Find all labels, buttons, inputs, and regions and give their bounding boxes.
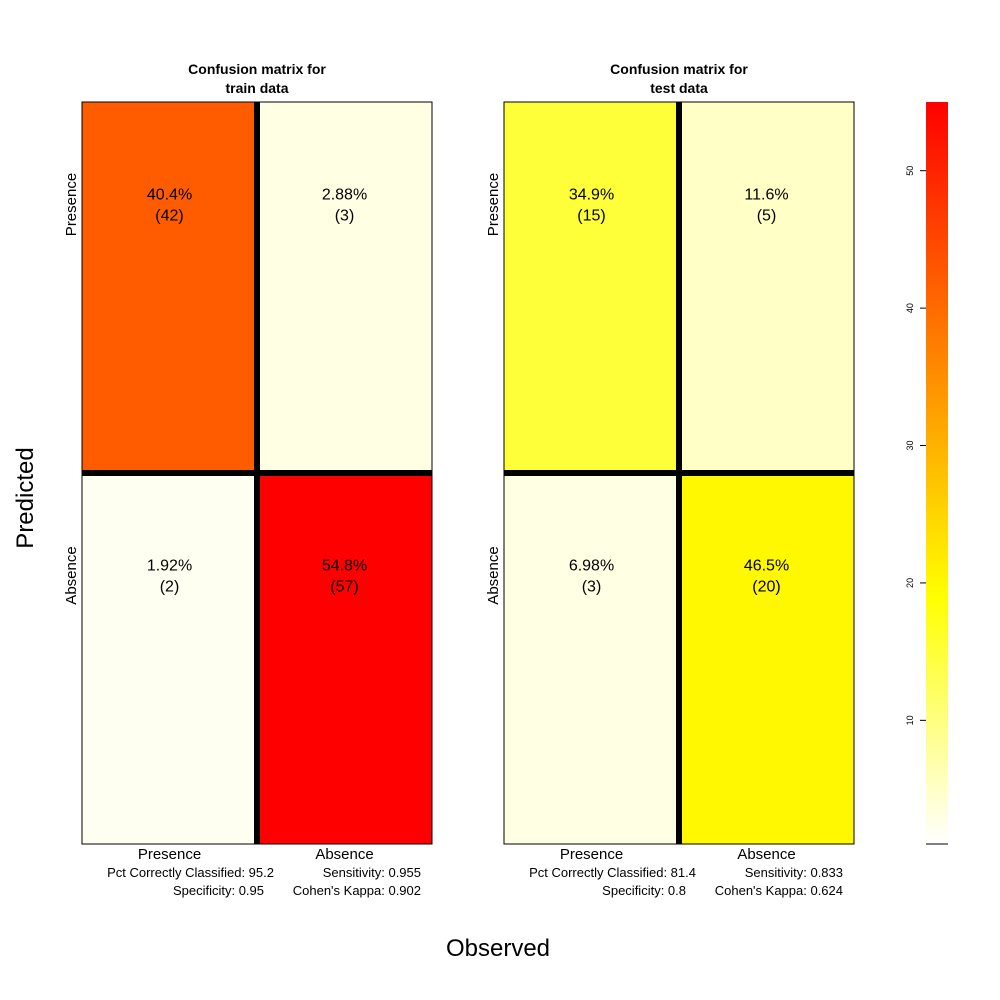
colorbar-tick-label: 30 [905, 441, 915, 451]
predicted-label: Presence [63, 173, 80, 236]
predicted-label: Absence [485, 546, 502, 604]
cell-percent-label: 6.98% [569, 558, 614, 575]
matrix-cell [82, 473, 257, 844]
cell-count-label: (5) [757, 208, 777, 225]
colorbar-tick-label: 10 [905, 715, 915, 725]
stat-kappa: Cohen's Kappa: 0.902 [293, 883, 421, 898]
cell-percent-label: 1.92% [147, 558, 192, 575]
cell-count-label: (57) [330, 579, 358, 596]
predicted-label: Presence [485, 173, 502, 236]
cell-count-label: (3) [582, 579, 602, 596]
matrix-cell [679, 473, 854, 844]
cell-percent-label: 2.88% [322, 187, 367, 204]
observed-label: Presence [138, 846, 201, 863]
figure-y-label: Predicted [12, 447, 39, 548]
observed-label: Absence [315, 846, 373, 863]
stat-kappa: Cohen's Kappa: 0.624 [715, 883, 843, 898]
matrix-title-line1: Confusion matrix for [188, 61, 326, 77]
matrix-title-line2: test data [650, 80, 708, 96]
stat-pct-correct: Pct Correctly Classified: 95.2 [107, 865, 274, 880]
colorbar-tick-label: 50 [905, 166, 915, 176]
colorbar: 10 20 30 40 50 [905, 102, 948, 845]
matrix-cell [504, 473, 679, 844]
observed-label: Absence [737, 846, 795, 863]
matrix-cell [257, 473, 432, 844]
figure-x-label: Observed [446, 935, 550, 962]
cell-count-label: (42) [155, 208, 183, 225]
cell-count-label: (2) [160, 579, 180, 596]
matrix-cell [257, 102, 432, 473]
matrix-cell [679, 102, 854, 473]
confusion-matrix-test: Confusion matrix for test data 34.9% (15) 11… [485, 61, 855, 898]
cell-percent-label: 40.4% [147, 187, 192, 204]
cell-count-label: (15) [577, 208, 605, 225]
stat-pct-correct: Pct Correctly Classified: 81.4 [529, 865, 696, 880]
colorbar-tick-label: 40 [905, 303, 915, 313]
cell-percent-label: 34.9% [569, 187, 614, 204]
confusion-matrix-train: Confusion matrix for train data 40.4% (42) 2… [63, 61, 433, 898]
cell-count-label: (20) [752, 579, 780, 596]
matrix-cell [82, 102, 257, 473]
matrix-title-line1: Confusion matrix for [610, 61, 748, 77]
cell-percent-label: 54.8% [322, 558, 367, 575]
cell-percent-label: 11.6% [744, 187, 788, 204]
colorbar-tick-label: 20 [905, 578, 915, 588]
stat-specificity: Specificity: 0.8 [602, 883, 686, 898]
stat-sensitivity: Sensitivity: 0.955 [323, 865, 421, 880]
cell-percent-label: 46.5% [744, 558, 789, 575]
observed-label: Presence [560, 846, 623, 863]
colorbar-fill [926, 102, 948, 844]
matrix-title-line2: train data [225, 80, 288, 96]
predicted-label: Absence [63, 546, 80, 604]
stat-sensitivity: Sensitivity: 0.833 [745, 865, 843, 880]
matrix-cell [504, 102, 679, 473]
stat-specificity: Specificity: 0.95 [173, 883, 264, 898]
cell-count-label: (3) [335, 208, 355, 225]
